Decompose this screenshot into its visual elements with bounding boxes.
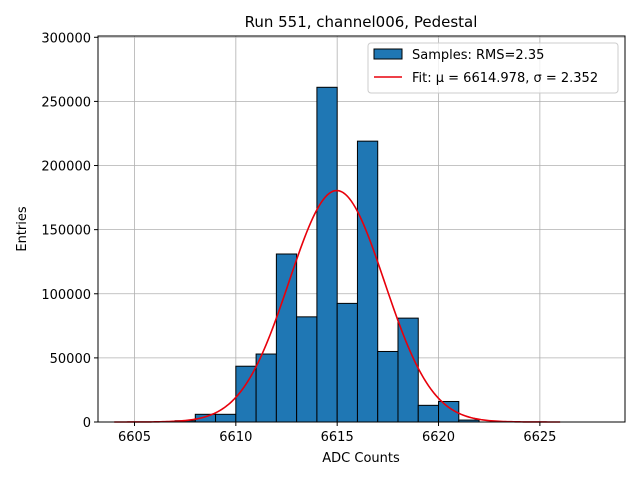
y-tick-label: 50000 bbox=[50, 352, 91, 367]
chart-title: Run 551, channel006, Pedestal bbox=[245, 13, 478, 31]
y-tick-label: 100000 bbox=[41, 288, 91, 303]
legend-label-samples: Samples: RMS=2.35 bbox=[412, 48, 544, 63]
histogram-bar bbox=[255, 353, 277, 423]
y-tick-label: 200000 bbox=[41, 160, 91, 175]
x-axis: 6605 6610 6615 6620 6625 bbox=[118, 422, 556, 445]
y-axis-label: Entries bbox=[15, 206, 30, 252]
plot-frame bbox=[97, 35, 626, 423]
histogram-bar bbox=[275, 253, 298, 423]
legend-swatch-samples bbox=[373, 48, 403, 60]
histogram-bar bbox=[215, 413, 237, 423]
x-tick-label: 6610 bbox=[219, 430, 252, 445]
legend: Samples: RMS=2.35 Fit: μ = 6614.978, σ =… bbox=[367, 42, 619, 94]
y-axis: 0 50000 100000 150000 200000 250000 300000 bbox=[41, 31, 98, 431]
x-tick-label: 6605 bbox=[118, 430, 151, 445]
bars bbox=[174, 86, 480, 423]
x-tick-label: 6620 bbox=[422, 430, 455, 445]
fit-curve bbox=[114, 189, 561, 423]
histogram-bar bbox=[296, 316, 318, 423]
histogram-bar bbox=[377, 350, 399, 423]
histogram-bar bbox=[336, 302, 358, 423]
histogram-bar bbox=[417, 404, 440, 423]
x-tick-label: 6615 bbox=[321, 430, 354, 445]
histogram-bar bbox=[356, 140, 379, 423]
x-tick-label: 6625 bbox=[523, 430, 556, 445]
legend-label-fit: Fit: μ = 6614.978, σ = 2.352 bbox=[412, 71, 598, 86]
histogram-bar bbox=[397, 317, 419, 423]
histogram-bar bbox=[316, 86, 338, 423]
y-tick-label: 250000 bbox=[41, 95, 91, 110]
y-tick-label: 150000 bbox=[41, 224, 91, 239]
y-tick-label: 300000 bbox=[41, 31, 91, 46]
y-tick-label: 0 bbox=[83, 416, 91, 431]
x-axis-label: ADC Counts bbox=[322, 451, 400, 466]
legend-box bbox=[367, 42, 619, 94]
